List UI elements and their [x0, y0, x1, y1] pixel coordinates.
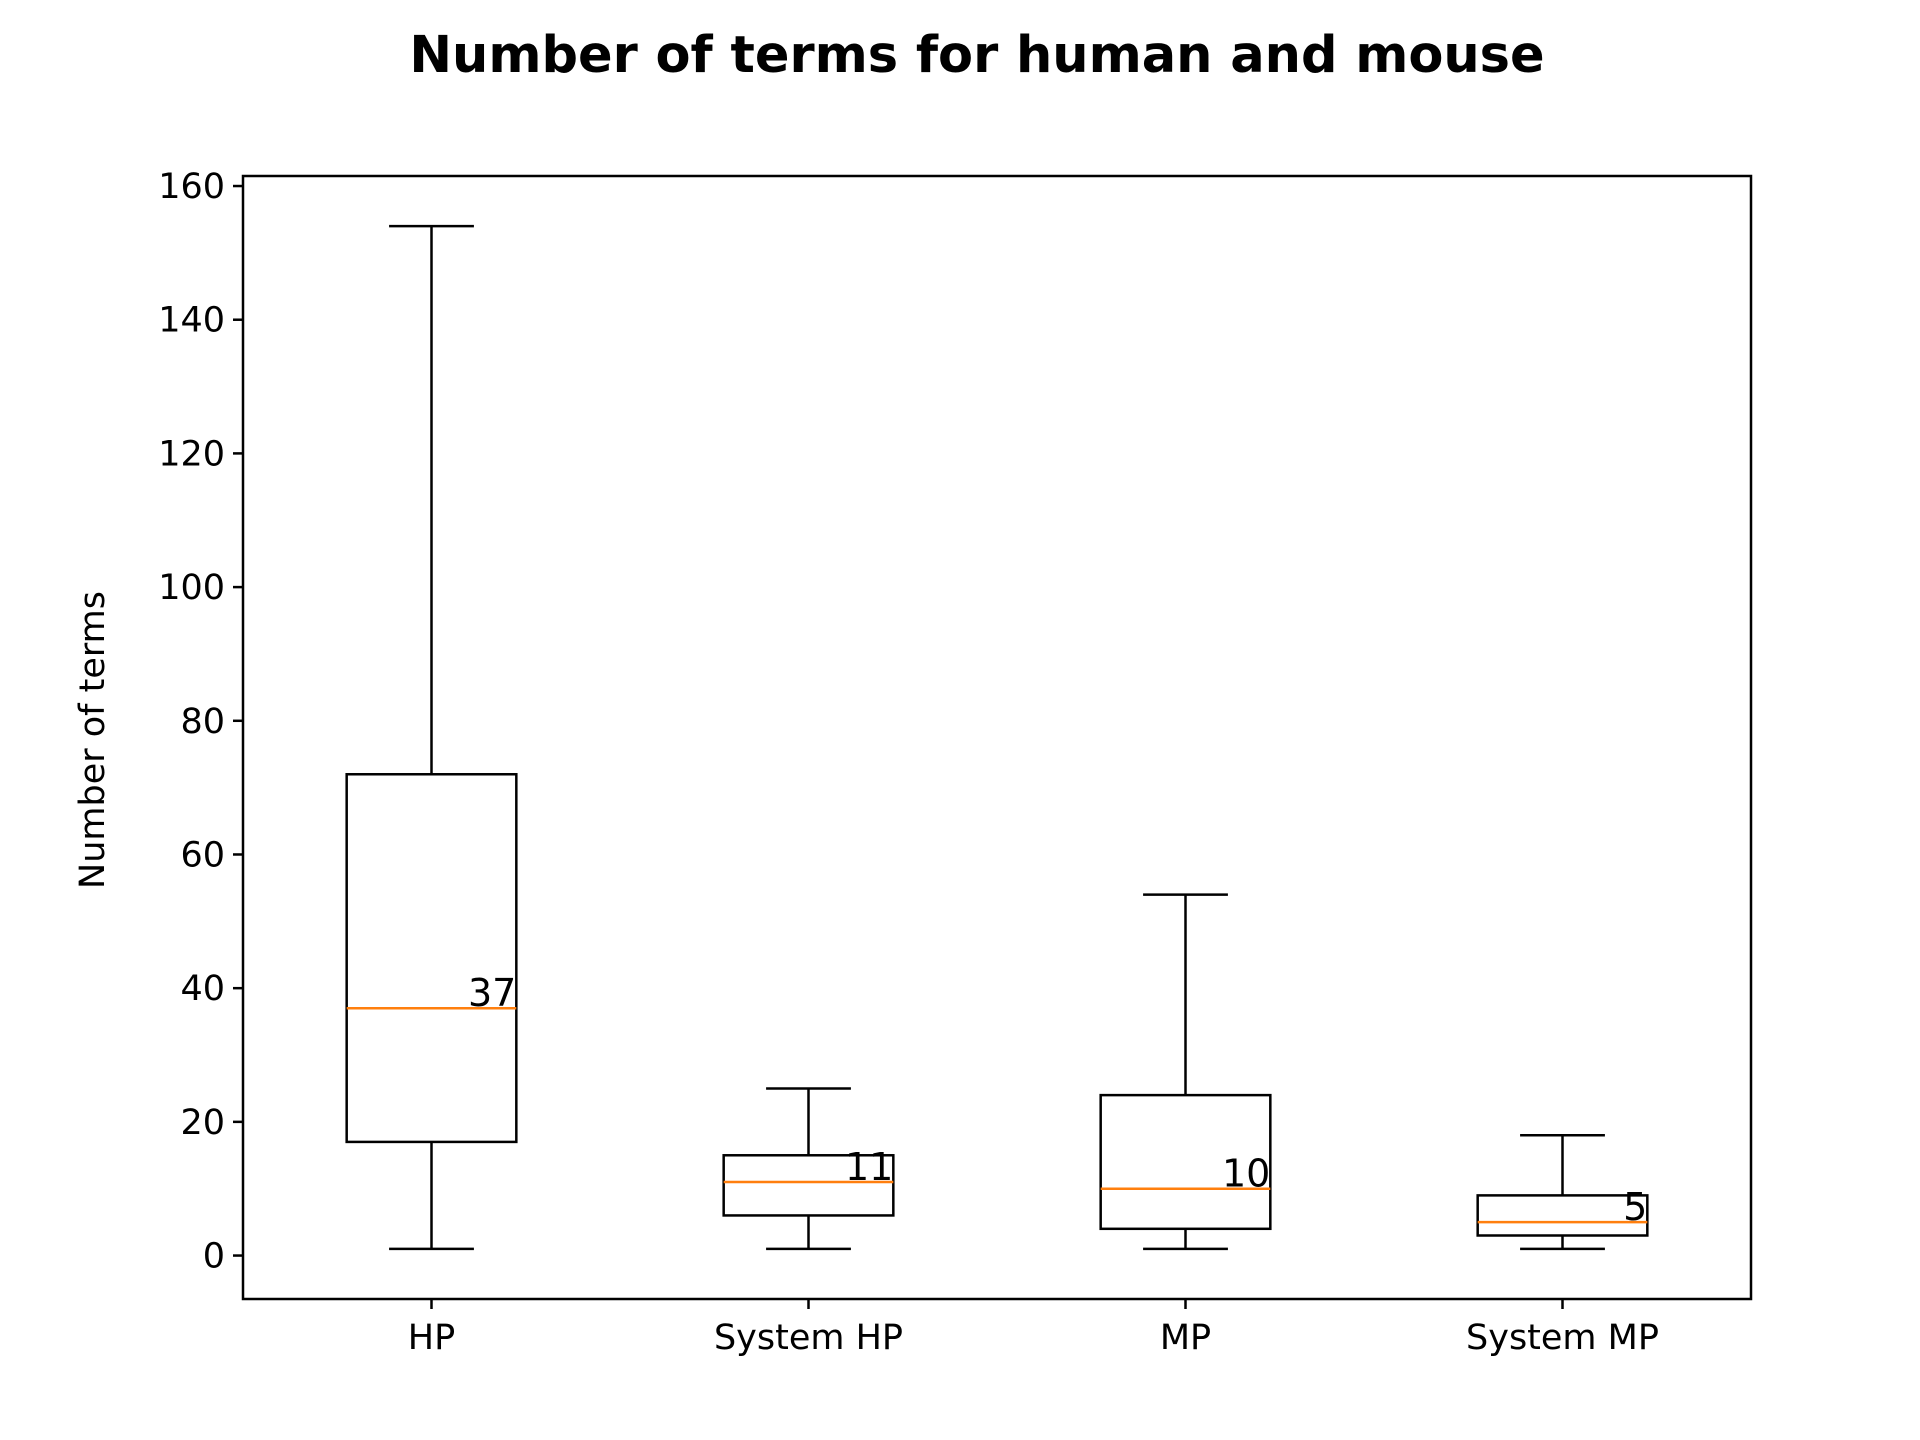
box-group: 5: [1476, 1133, 1649, 1251]
y-tick-label: 100: [158, 568, 225, 608]
box-group: 11: [722, 1087, 895, 1251]
y-tick-label: 40: [180, 969, 225, 1009]
y-tick-label: 140: [158, 301, 225, 341]
y-tick-label: 0: [203, 1237, 225, 1277]
y-tick-label: 20: [180, 1103, 225, 1143]
box-iqr: [345, 773, 518, 1144]
x-axis: HP System HP MP System MP: [408, 1299, 1659, 1358]
x-tick-label: System HP: [714, 1318, 903, 1358]
y-tick-label: 60: [180, 835, 225, 875]
box-iqr: [1476, 1194, 1649, 1237]
chart-title: Number of terms for human and mouse: [409, 26, 1544, 85]
box-iqr: [1099, 1093, 1272, 1231]
box-iqr: [722, 1154, 895, 1217]
box-group: 37: [345, 224, 518, 1251]
x-tick-label: HP: [408, 1318, 455, 1358]
x-tick-label: MP: [1160, 1318, 1211, 1358]
plot-frame: [241, 174, 1753, 1301]
y-axis: 0 20 40 60 80 100 120 140 160: [158, 167, 243, 1277]
median-label: 5: [1623, 1185, 1647, 1229]
y-tick-label: 120: [158, 434, 225, 474]
median-label: 37: [468, 971, 516, 1015]
box-series: 37 11 10 5: [345, 224, 1649, 1251]
y-tick-label: 160: [158, 167, 225, 207]
box-group: 10: [1099, 893, 1272, 1251]
y-axis-label: Number of terms: [73, 591, 113, 889]
x-tick-label: System MP: [1466, 1318, 1659, 1358]
median-label: 10: [1222, 1152, 1270, 1196]
median-label: 11: [845, 1145, 893, 1189]
y-tick-label: 80: [180, 702, 225, 742]
